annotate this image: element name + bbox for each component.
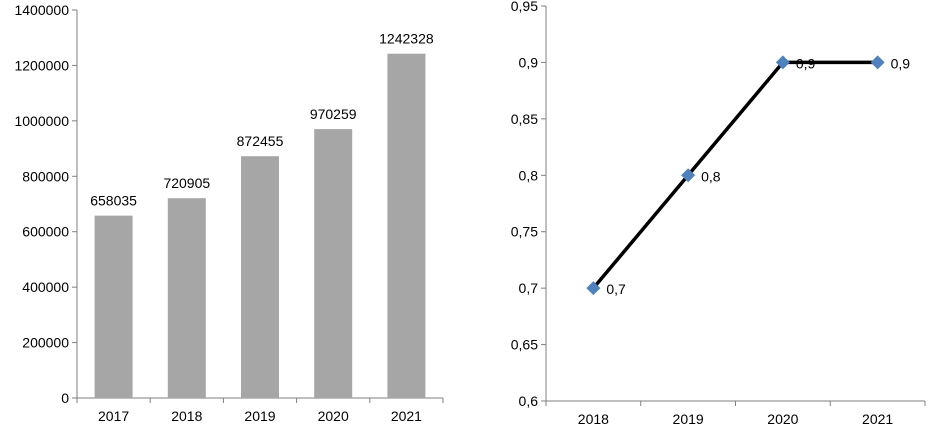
bar-y-tick-label: 600000 (22, 224, 69, 240)
bar-x-tick-label: 2018 (171, 408, 202, 424)
line-x-tick-label: 2021 (862, 411, 893, 427)
line-data-label: 0,8 (701, 168, 721, 184)
data-point-marker (870, 55, 885, 70)
bar-x-tick-label: 2021 (391, 408, 422, 424)
bar-data-label: 720905 (163, 175, 210, 191)
bar-data-label: 658035 (90, 193, 137, 209)
bar-y-tick-label: 1000000 (14, 113, 69, 129)
line-y-tick-label: 0,65 (511, 337, 538, 353)
bar (314, 129, 353, 398)
line-y-tick-label: 0,95 (511, 0, 538, 14)
bar-y-tick-label: 400000 (22, 279, 69, 295)
line-y-tick-label: 0,6 (519, 393, 539, 409)
bar-x-tick-label: 2017 (98, 408, 129, 424)
bar-x-tick-label: 2020 (318, 408, 349, 424)
bar-chart: 0 200000 400000 600000 800000 1000000 1200000 1… (14, 2, 444, 424)
bar-y-tick-label: 1200000 (14, 57, 69, 73)
line-chart: 0,6 0,65 0,7 0,75 0,8 0,85 0,9 0,95 0,7 2018 0,8 20… (511, 0, 926, 427)
bar (167, 198, 206, 398)
line-y-tick-label: 0,9 (519, 54, 539, 70)
line-x-tick-label: 2019 (673, 411, 704, 427)
line-data-label: 0,7 (606, 281, 626, 297)
line-x-tick-label: 2020 (767, 411, 798, 427)
bar (241, 156, 279, 398)
bar-y-tick-label: 800000 (22, 168, 69, 184)
bar-x-tick-label: 2019 (244, 408, 275, 424)
series-line (592, 60, 878, 290)
line-y-tick-label: 0,8 (519, 167, 539, 183)
line-y-tick-label: 0,85 (511, 111, 538, 127)
bar (94, 215, 133, 398)
bar-y-tick-label: 200000 (22, 335, 69, 351)
bar-data-label: 970259 (310, 106, 357, 122)
data-point-marker (586, 281, 601, 296)
line-data-label: 0,9 (796, 55, 816, 71)
bar-y-tick-label: 1400000 (14, 2, 69, 18)
bar-y-tick-label: 0 (61, 390, 69, 406)
bar-data-label: 1242328 (379, 31, 434, 47)
line-data-label: 0,9 (891, 55, 911, 71)
line-y-tick-label: 0,75 (511, 224, 538, 240)
data-point-marker (681, 168, 696, 183)
bar-data-label: 872455 (237, 133, 284, 149)
data-point-marker (775, 55, 790, 70)
bar (387, 53, 426, 399)
line-x-tick-label: 2018 (578, 411, 609, 427)
line-y-tick-label: 0,7 (519, 280, 539, 296)
